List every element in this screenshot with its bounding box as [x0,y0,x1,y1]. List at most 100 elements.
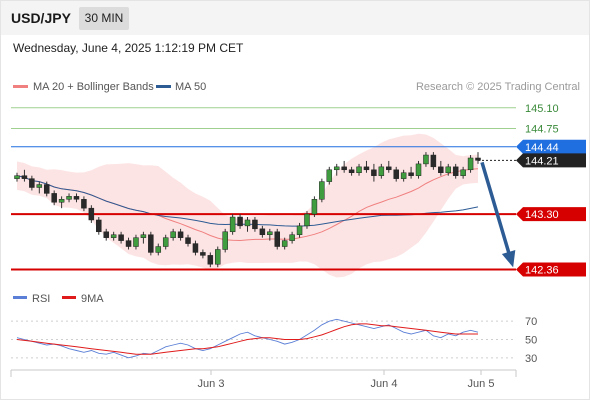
rsi-panel: 70 50 30 [11,316,537,365]
candle [304,213,310,227]
candle [319,181,325,200]
candle [229,216,236,233]
candle [36,184,43,188]
rsi-line [16,318,479,359]
bollinger-bands [17,133,478,278]
x-tick-label: Jun 4 [371,378,398,390]
candle [445,166,452,173]
rsi-legend-label: RSI [32,293,50,305]
ma20-legend-label: MA 20 + Bollinger Bands [33,81,154,93]
candle [185,237,191,244]
candle [140,234,147,238]
ma20-legend-swatch [13,85,28,88]
candle [400,172,407,179]
x-tick-label: Jun 5 [468,378,495,390]
candle [237,216,243,227]
level-label-142.36: 142.36 [525,265,559,277]
candle [177,231,184,238]
candle [148,234,154,253]
level-label-145.10: 145.10 [525,103,559,115]
candle [43,184,50,194]
level-tag-144.44 [516,139,586,154]
candle [363,166,370,171]
candle [29,178,35,188]
level-label-144.75: 144.75 [525,123,559,135]
candle [66,196,72,200]
candle [200,252,206,256]
candle [81,199,87,209]
candle [393,169,399,179]
level-label-144.21: 144.21 [525,155,559,167]
candle [96,219,102,233]
symbol-title: USD/JPY [11,10,71,26]
timestamp: Wednesday, June 4, 2025 1:12:19 PM CET [13,41,244,55]
candle [162,237,169,247]
candle [408,172,414,176]
candle [88,207,95,221]
candle [170,231,176,238]
candle [415,163,422,176]
candles [14,152,481,268]
candle [244,219,251,227]
candle [222,231,228,250]
rsi-tick-label: 50 [525,335,537,347]
candle [296,225,303,235]
level-tag-143.30 [516,207,586,222]
candle [259,228,266,235]
candle [378,166,385,176]
rsi-tick-label: 70 [525,316,537,328]
candle [460,169,466,176]
level-label-143.30: 143.30 [525,209,559,221]
candle [133,237,139,247]
rsi-ma-legend-label: 9MA [81,293,104,305]
forecast-arrow [480,161,516,268]
candle [274,231,280,247]
candle [155,246,162,253]
price-levels [11,107,516,271]
candle [14,175,20,179]
candle [73,196,80,200]
candle [51,193,57,203]
candle [423,154,429,165]
candle [341,166,347,171]
candle [467,157,474,171]
candle [125,240,132,247]
candle [386,166,392,171]
candle [252,219,258,230]
candle [326,169,333,182]
candle [110,234,117,238]
candle [58,199,65,203]
candle [333,166,340,171]
forecast-arrow-head [501,250,516,268]
candle [348,169,355,173]
candle [430,154,437,168]
credit-text: Research © 2025 Trading Central [416,81,580,93]
rsi-legend-swatch [13,296,27,299]
rsi-ma-legend-swatch [62,296,76,299]
candle [215,249,221,265]
candle [371,169,377,176]
candle [267,231,273,235]
candle [192,243,199,253]
level-tag-142.36 [516,262,586,277]
candle [289,234,295,241]
candle [452,166,459,176]
candle [103,231,109,238]
ma50-legend-label: MA 50 [175,81,206,93]
candle [21,175,28,179]
ma50-legend-swatch [156,85,171,88]
timeframe-button[interactable]: 30 MIN [79,7,129,30]
candle [281,240,288,247]
rsi-tick-label: 30 [525,353,537,365]
candle [475,157,481,161]
x-axis: Jun 3 Jun 4 Jun 5 [198,370,495,390]
x-tick-label: Jun 3 [198,378,225,390]
candle [118,234,124,241]
candle [207,255,214,265]
level-tag-144.21 [516,153,586,168]
bollinger-band-fill [17,133,478,278]
forecast-arrow-line [480,161,514,265]
level-label-144.44: 144.44 [525,142,559,154]
